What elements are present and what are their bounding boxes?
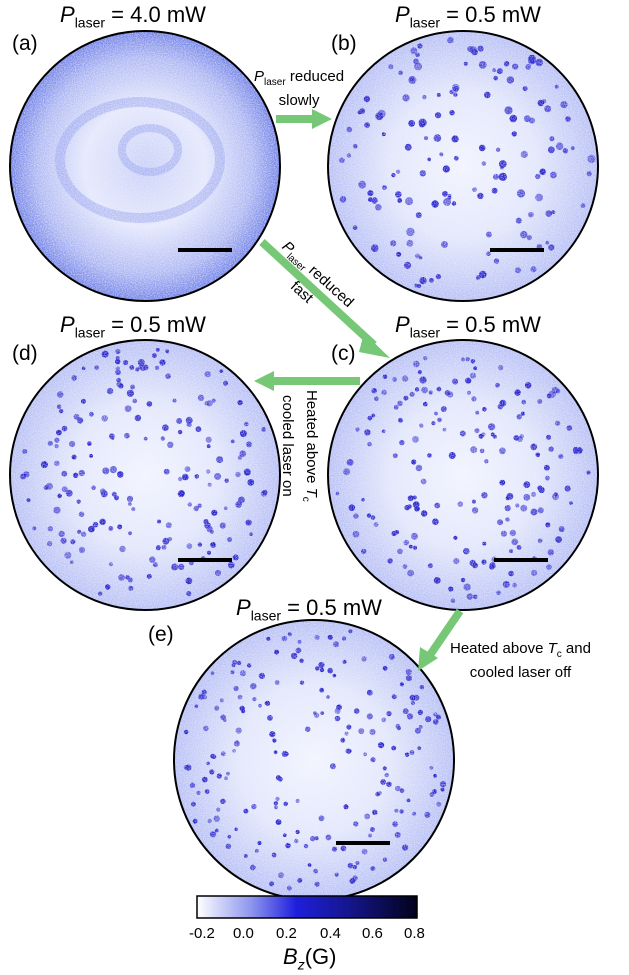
panel-c-map [327, 339, 599, 611]
arrow-c-to-e [426, 608, 464, 658]
panel-c-label: (c) [331, 342, 356, 365]
note-a-to-b: Plaser reduced slowly [254, 68, 345, 109]
panel-d-title: Plaser = 0.5 mW [60, 312, 206, 341]
colorbar-tick: 0.6 [362, 925, 383, 942]
panel-c-title: Plaser = 0.5 mW [395, 312, 541, 341]
panel-a-label: (a) [12, 32, 38, 55]
panel-b-label: (b) [331, 32, 357, 55]
colorbar [196, 895, 418, 919]
note-c-to-e: Heated above Tc and cooled laser off [450, 640, 591, 681]
colorbar-tick: 0.2 [276, 925, 297, 942]
colorbar-tick: 0.4 [320, 925, 341, 942]
panel-b-map [327, 30, 599, 302]
note-c-to-d: Heated above Tc cooled laser on [279, 390, 320, 502]
scale-bar [494, 558, 548, 562]
colorbar-tick: 0.0 [233, 925, 254, 942]
colorbar-tick: 0.8 [404, 925, 425, 942]
colorbar-tick: -0.2 [189, 925, 215, 942]
panel-a-map [9, 30, 281, 302]
transition-arrows [254, 109, 464, 671]
colorbar-label: Bz(G) [283, 944, 337, 973]
scale-bar [178, 248, 232, 252]
panel-e-label: (e) [148, 623, 174, 646]
panel-d-map [9, 339, 281, 611]
panel-a-title: Plaser = 4.0 mW [60, 2, 206, 31]
scale-bar [490, 248, 544, 252]
panel-e-title: Plaser = 0.5 mW [236, 595, 382, 624]
panel-d-label: (d) [12, 342, 38, 365]
scale-bar [336, 841, 390, 845]
panel-b-title: Plaser = 0.5 mW [395, 2, 541, 31]
panel-e-map [173, 619, 455, 901]
arrow-a-to-c [259, 239, 377, 348]
scale-bar [178, 558, 232, 562]
